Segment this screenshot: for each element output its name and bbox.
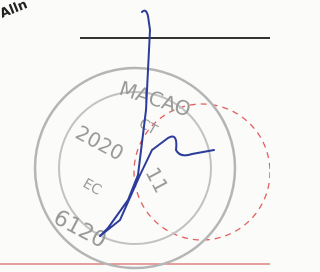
page: Alln MACAO CT 2020 11 EC 6120 (() => { c…: [0, 0, 320, 272]
postmark-image: Alln MACAO CT 2020 11 EC 6120: [0, 0, 270, 272]
